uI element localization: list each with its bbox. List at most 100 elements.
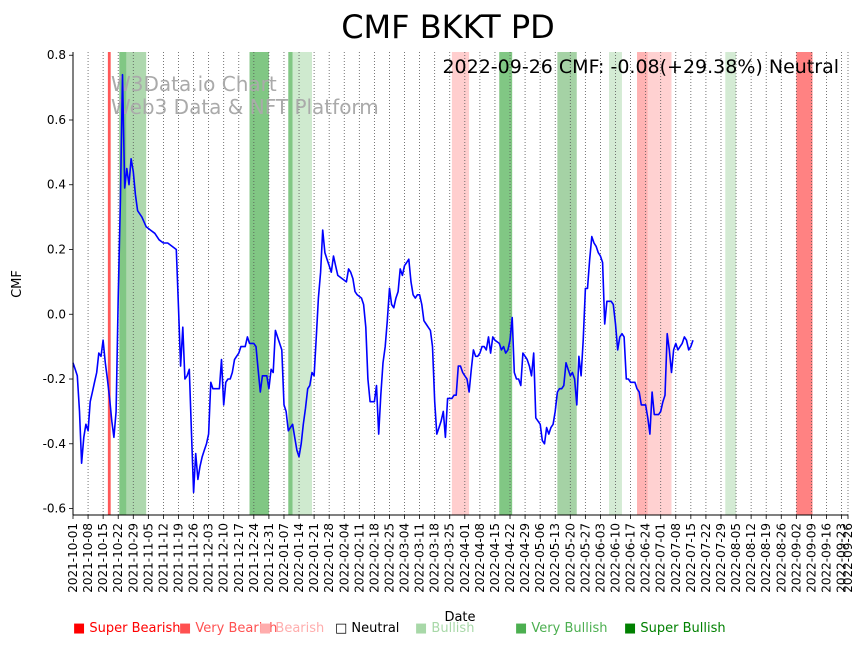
x-tick-label: 2022-04-01 (458, 523, 472, 593)
x-tick-label: 2021-11-19 (171, 523, 185, 593)
legend-label: Neutral (351, 621, 400, 636)
x-tick-label: 2022-09-16 (819, 523, 833, 593)
x-tick-label: 2022-04-08 (473, 523, 487, 593)
y-tick-label: 0.6 (47, 113, 66, 127)
y-tick-label: -0.4 (43, 437, 66, 451)
x-tick-label: 2021-11-26 (187, 523, 201, 593)
cmf-series (72, 73, 694, 494)
y-tick-label: -0.2 (43, 372, 66, 386)
region-bullish (557, 52, 577, 515)
legend-item-neutral: □ Neutral (335, 621, 399, 636)
vertical-grid (72, 52, 849, 515)
region-very-bullish (249, 52, 269, 515)
region-bullish (126, 52, 147, 515)
legend-label: Very Bullish (531, 621, 608, 636)
x-tick-label: 2022-09-23 (835, 523, 849, 593)
region-bearish (647, 52, 659, 515)
x-tick-label: 2022-08-19 (759, 523, 773, 593)
legend-swatch-icon: ■ (415, 621, 432, 636)
x-tick-label: 2022-07-08 (669, 523, 683, 593)
legend-item-very-bullish: ■ Very Bullish (515, 621, 607, 636)
legend-label: Bearish (275, 621, 325, 636)
watermark-line-2: Web3 Data & NFT Platform (111, 95, 379, 119)
region-bullish (725, 52, 737, 515)
cmf-line (72, 73, 694, 494)
x-tick-label: 2022-02-04 (337, 523, 351, 593)
x-tick-label: 2021-11-12 (156, 523, 170, 593)
legend-swatch-icon: ■ (179, 621, 196, 636)
y-tick-label: 0.2 (47, 243, 66, 257)
chart-title: CMF BKKT PD (341, 8, 555, 46)
legend-item-super-bullish: ■ Super Bullish (624, 621, 726, 636)
legend-item-bullish: ■ Bullish (415, 621, 474, 636)
x-tick-label: 2022-03-25 (443, 523, 457, 593)
legend-item-very-bearish: ■ Very Bearish (179, 621, 277, 636)
region-bearish (451, 52, 470, 515)
x-tick-label: 2021-10-01 (66, 523, 80, 593)
x-tick-label: 2022-04-29 (518, 523, 532, 593)
y-tick-label: 0.0 (47, 307, 66, 321)
x-tick-label: 2021-12-10 (217, 523, 231, 593)
x-tick-label: 2022-04-22 (503, 523, 517, 593)
x-tick-label: 2022-05-06 (533, 523, 547, 593)
y-tick-label: 0.8 (47, 48, 66, 62)
region-bearish (658, 52, 672, 515)
legend-swatch-icon: □ (335, 621, 352, 636)
x-tick-label: 2022-03-18 (428, 523, 442, 593)
y-tick-label: 0.4 (47, 178, 66, 192)
x-tick-label: 2022-08-26 (774, 523, 788, 593)
region-super-bearish (107, 52, 111, 515)
x-tick-label: 2022-08-12 (744, 523, 758, 593)
x-tick-label: 2021-10-22 (111, 523, 125, 593)
x-tick-label: 2022-01-07 (277, 523, 291, 593)
x-tick-label: 2022-07-15 (684, 523, 698, 593)
x-tick-label: 2021-10-15 (96, 523, 110, 593)
x-tick-label: 2022-02-25 (382, 523, 396, 593)
x-tick-label: 2022-01-28 (322, 523, 336, 593)
x-tick-label: 2022-08-05 (729, 523, 743, 593)
axes: 2021-10-01 2021-10-08 2021-10-15 2021-10-22… (43, 48, 855, 593)
x-tick-label: 2022-01-14 (292, 523, 306, 593)
x-tick-label: 2022-06-10 (609, 523, 623, 593)
x-tick-label: 2022-02-11 (352, 523, 366, 593)
legend-swatch-icon: ■ (624, 621, 641, 636)
x-tick-label: 2021-12-31 (262, 523, 276, 593)
x-tick-label: 2022-06-17 (624, 523, 638, 593)
x-tick-label: 2022-05-27 (578, 523, 592, 593)
region-very-bearish (637, 52, 648, 515)
x-axis-label: Date (444, 610, 475, 625)
x-tick-label: 2022-04-15 (488, 523, 502, 593)
legend-label: Super Bullish (640, 621, 726, 636)
x-tick-label: 2022-06-24 (639, 523, 653, 593)
latest-annotation: 2022-09-26 CMF: -0.08(+29.38%) Neutral (442, 56, 839, 78)
x-tick-label: 2022-05-13 (548, 523, 562, 593)
x-tick-label: 2022-03-04 (398, 523, 412, 593)
x-tick-label: 2022-07-22 (699, 523, 713, 593)
region-very-bullish (499, 52, 513, 515)
x-tick-label: 2021-11-05 (141, 523, 155, 593)
x-tick-label: 2021-12-24 (247, 523, 261, 593)
legend-item-bearish: ■ Bearish (259, 621, 324, 636)
watermark: W3Data.io Chart Web3 Data & NFT Platform (111, 72, 379, 119)
legend-label: Bullish (431, 621, 475, 636)
x-tick-label: 2022-07-29 (714, 523, 728, 593)
shaded-regions (107, 52, 813, 515)
legend-swatch-icon: ■ (259, 621, 276, 636)
x-tick-label: 2022-09-09 (804, 523, 818, 593)
legend-label: Super Bearish (89, 621, 181, 636)
x-tick-label: 2022-03-11 (413, 523, 427, 593)
watermark-line-1: W3Data.io Chart (111, 72, 277, 96)
y-tick-label: -0.6 (43, 502, 66, 516)
x-tick-label: 2022-05-20 (563, 523, 577, 593)
x-tick-label: 2021-12-03 (202, 523, 216, 593)
legend-label: Very Bearish (195, 621, 278, 636)
x-tick-label: 2022-07-01 (654, 523, 668, 593)
x-tick-label: 2022-06-03 (593, 523, 607, 593)
x-tick-label: 2022-02-18 (367, 523, 381, 593)
legend-swatch-icon: ■ (73, 621, 90, 636)
x-tick-label: 2022-09-02 (789, 523, 803, 593)
region-super-bearish (796, 52, 813, 515)
region-very-bullish (288, 52, 293, 515)
legend-item-super-bearish: ■ Super Bearish (73, 621, 181, 636)
